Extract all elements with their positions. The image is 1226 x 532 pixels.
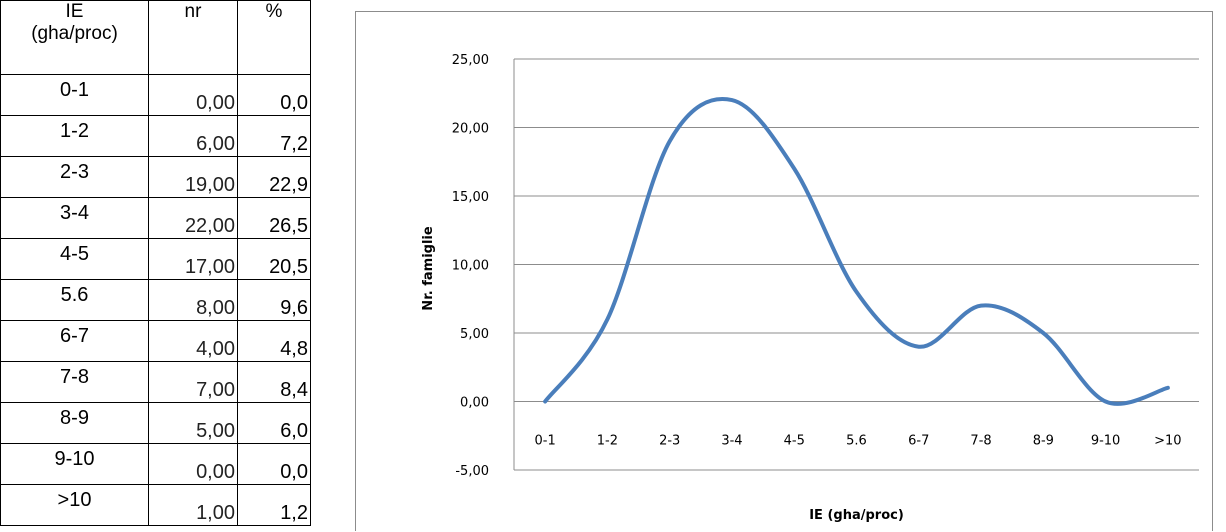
pct-cell: 8,4	[238, 362, 311, 403]
nr-cell: 1,00	[149, 485, 238, 526]
pct-cell: 4,8	[238, 321, 311, 362]
x-tick-label: 7-8	[970, 434, 991, 449]
ie-cell: 0-1	[1, 75, 149, 116]
pct-cell: 26,5	[238, 198, 311, 239]
x-tick-label: 2-3	[659, 434, 680, 449]
nr-cell: 19,00	[149, 157, 238, 198]
nr-cell: 0,00	[149, 444, 238, 485]
header-pct: %	[238, 1, 311, 75]
ie-cell: 8-9	[1, 403, 149, 444]
ie-cell: >10	[1, 485, 149, 526]
x-tick-label: 6-7	[908, 434, 929, 449]
y-tick-label: 25,00	[452, 53, 489, 68]
x-tick-label: 4-5	[784, 434, 805, 449]
ie-cell: 9-10	[1, 444, 149, 485]
x-tick-label: 5.6	[846, 434, 867, 449]
y-tick-label: 5,00	[460, 327, 489, 342]
chart-area: -5,00 0,00 5,00 10,00 15,00 20,00 25,00 0-1 1-2 2…	[355, 11, 1213, 531]
line-chart: -5,00 0,00 5,00 10,00 15,00 20,00 25,00 0-1 1-2 2…	[356, 12, 1214, 532]
x-axis-title: IE (gha/proc)	[809, 508, 904, 523]
x-tick-label: >10	[1154, 434, 1181, 449]
ie-cell: 3-4	[1, 198, 149, 239]
pct-cell: 20,5	[238, 239, 311, 280]
nr-cell: 4,00	[149, 321, 238, 362]
header-ie-label: IE(gha/proc)	[31, 1, 118, 44]
ie-cell: 5.6	[1, 280, 149, 321]
nr-cell: 22,00	[149, 198, 238, 239]
x-tick-label: 9-10	[1091, 434, 1121, 449]
ie-cell: 6-7	[1, 321, 149, 362]
pct-cell: 7,2	[238, 116, 311, 157]
x-tick-label: 0-1	[535, 434, 556, 449]
nr-cell: 17,00	[149, 239, 238, 280]
pct-cell: 0,0	[238, 444, 311, 485]
y-tick-label: 0,00	[460, 396, 489, 411]
nr-cell: 8,00	[149, 280, 238, 321]
nr-cell: 7,00	[149, 362, 238, 403]
pct-cell: 22,9	[238, 157, 311, 198]
y-axis-title: Nr. famiglie	[421, 226, 436, 311]
y-tick-label: 20,00	[452, 122, 489, 137]
ie-cell: 2-3	[1, 157, 149, 198]
nr-cell: 0,00	[149, 75, 238, 116]
y-tick-label: -5,00	[455, 464, 489, 479]
x-tick-label: 3-4	[721, 434, 742, 449]
nr-cell: 5,00	[149, 403, 238, 444]
header-nr: nr	[149, 1, 238, 75]
pct-cell: 1,2	[238, 485, 311, 526]
table-header-row: IE(gha/proc) nr %	[1, 1, 311, 75]
ie-cell: 7-8	[1, 362, 149, 403]
series-line	[545, 99, 1168, 404]
nr-cell: 6,00	[149, 116, 238, 157]
y-tick-label: 10,00	[452, 259, 489, 274]
y-tick-label: 15,00	[452, 190, 489, 205]
pct-cell: 0,0	[238, 75, 311, 116]
ie-cell: 1-2	[1, 116, 149, 157]
pct-cell: 9,6	[238, 280, 311, 321]
header-ie: IE(gha/proc)	[1, 1, 149, 75]
x-tick-label: 1-2	[597, 434, 618, 449]
ie-cell: 4-5	[1, 239, 149, 280]
x-tick-label: 8-9	[1033, 434, 1054, 449]
pct-cell: 6,0	[238, 403, 311, 444]
